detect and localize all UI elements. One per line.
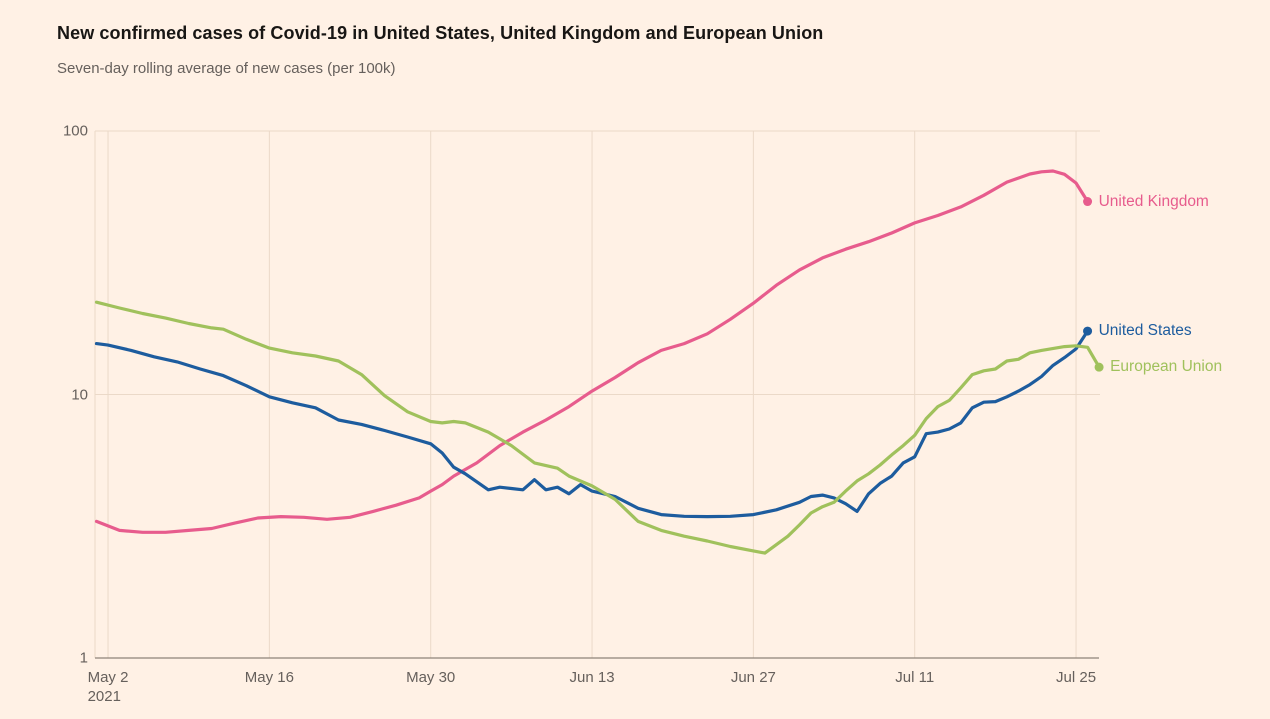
end-dot-united-states [1083,326,1093,336]
x-axis-tick-year: 2021 [87,688,121,705]
y-axis-tick-10: 10 [71,386,88,403]
x-axis-tick-jul-11: Jul 11 [895,669,935,686]
end-dot-european-union [1094,362,1104,372]
series-label-european-union: European Union [1110,358,1223,376]
end-dot-united-kingdom [1083,197,1093,207]
series-lines [94,169,1104,555]
y-axis-tick-1: 1 [79,649,88,667]
x-axis-tick-may-16: May 16 [244,669,294,686]
x-axis-tick-may-2: May 2 2021 [87,669,129,705]
line-united-kingdom [94,169,1090,534]
chart-subtitle: Seven-day rolling average of new cases (… [57,60,396,77]
line-european-union [94,300,1101,555]
series-label-united-kingdom: United Kingdom [1098,192,1209,210]
y-axis-tick-100: 100 [62,122,88,140]
x-axis-tick-may-30: May 30 [406,669,456,686]
series-label-united-states: United States [1098,322,1192,340]
line-united-states [94,329,1090,519]
x-axis-tick-jul-25: Jul 25 [1056,669,1097,686]
x-axis-tick-jun-27: Jun 27 [730,669,776,686]
x-axis-tick-jun-13: Jun 13 [569,669,615,686]
gridlines [94,130,1100,659]
chart-title: New confirmed cases of Covid-19 in Unite… [57,23,824,43]
